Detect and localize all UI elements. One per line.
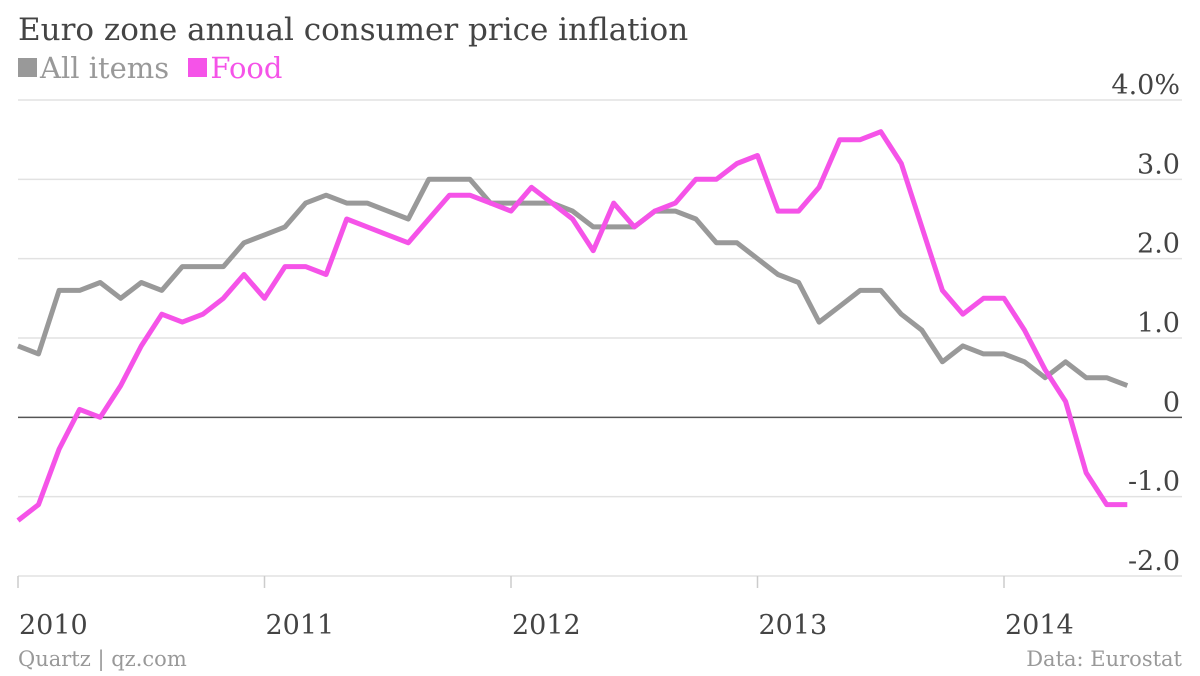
x-ticks: 2010 2011 2012 2013 2014 — [17, 576, 1074, 641]
y-tick-labels: 4.0% 3.0 2.0 1.0 0 -1.0 -2.0 — [1111, 70, 1180, 577]
footer-source: Data: Eurostat — [1026, 647, 1182, 671]
y-tick-label: -1.0 — [1128, 467, 1180, 498]
series-line-food — [16, 129, 1128, 523]
y-tick-label: 0 — [1163, 387, 1180, 418]
legend-label-food: Food — [210, 51, 283, 85]
y-tick-label: 4.0% — [1111, 70, 1180, 101]
series-line-all-items — [17, 176, 1129, 388]
legend: All items Food — [18, 50, 292, 86]
x-tick-label: 2013 — [759, 610, 828, 641]
legend-label-all-items: All items — [40, 51, 170, 85]
x-tick-label: 2010 — [19, 610, 88, 641]
x-tick-label: 2014 — [1005, 610, 1074, 641]
footer-credit: Quartz | qz.com — [18, 647, 187, 671]
y-tick-label: -2.0 — [1128, 546, 1180, 577]
y-tick-label: 1.0 — [1137, 308, 1180, 339]
legend-swatch-all-items — [18, 58, 37, 77]
legend-item-all-items: All items — [18, 50, 169, 86]
x-tick-label: 2011 — [266, 610, 335, 641]
legend-swatch-food — [188, 58, 208, 77]
chart-title: Euro zone annual consumer price inflatio… — [18, 12, 689, 48]
x-tick-label: 2012 — [512, 610, 581, 641]
y-gridlines — [18, 99, 1182, 577]
y-tick-label: 2.0 — [1137, 229, 1180, 260]
y-tick-label: 3.0 — [1137, 149, 1180, 180]
legend-item-food: Food — [188, 50, 282, 86]
